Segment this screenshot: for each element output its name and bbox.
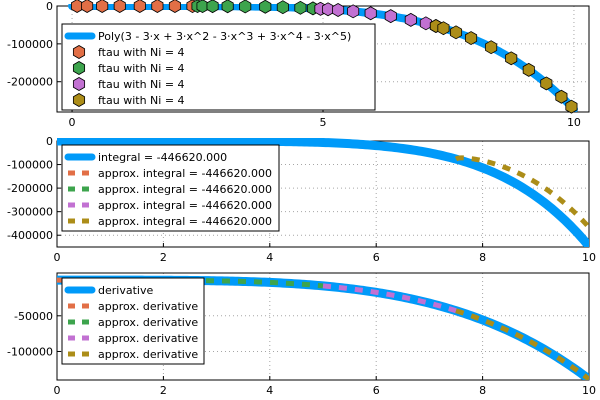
legend-label: approx. derivative xyxy=(98,332,198,345)
x-tick-label: 5 xyxy=(320,116,327,129)
data-point-4 xyxy=(465,31,478,46)
legend-label: Poly(3 - 3⋅x + 3⋅x^2 - 3⋅x^3 + 3⋅x^4 - 3… xyxy=(98,30,351,43)
data-point-4 xyxy=(555,89,568,104)
x-tick-label: 0 xyxy=(54,384,61,397)
legend-marker xyxy=(72,61,86,75)
y-tick-label: 0 xyxy=(46,0,53,13)
y-tick-label: -300000 xyxy=(7,206,53,219)
data-point-3 xyxy=(321,2,335,17)
legend-label: approx. derivative xyxy=(98,300,198,313)
x-tick-label: 2 xyxy=(160,384,167,397)
x-tick-label: 4 xyxy=(266,251,273,264)
data-point-2 xyxy=(276,0,289,15)
legend-label: integral = -446620.000 xyxy=(98,151,227,164)
legend-marker xyxy=(72,93,86,107)
y-tick-label: -200000 xyxy=(7,182,53,195)
legend-label: ftau with Ni = 4 xyxy=(98,62,185,75)
x-tick-label: 0 xyxy=(54,251,61,264)
legend-label: derivative xyxy=(98,284,153,297)
data-point-4 xyxy=(522,62,535,77)
data-point-3 xyxy=(384,9,397,24)
legend-label: approx. integral = -446620.000 xyxy=(98,215,272,228)
legend-label: approx. integral = -446620.000 xyxy=(98,167,272,180)
data-point-3 xyxy=(364,6,377,21)
axes-frame xyxy=(56,272,590,381)
x-tick-label: 0 xyxy=(69,116,76,129)
data-point-2 xyxy=(294,0,307,15)
series-approx-line-2 xyxy=(189,277,324,289)
legend-label: approx. integral = -446620.000 xyxy=(98,199,272,212)
x-tick-label: 8 xyxy=(479,251,486,264)
data-point-1 xyxy=(151,0,164,13)
chart-3: 0 2 4 6 8 10 -50000 -100000 derivative approx. de… xyxy=(7,272,596,397)
x-tick-label: 10 xyxy=(567,116,581,129)
data-point-4 xyxy=(437,21,450,36)
legend-marker xyxy=(72,45,86,59)
legend-marker xyxy=(72,77,86,91)
data-point-2 xyxy=(239,0,252,14)
chart-2: 0 2 4 6 8 10 0 -100000 -200000 -300000 -400000 inte… xyxy=(7,135,596,264)
series-main-line xyxy=(57,138,589,247)
data-point-1 xyxy=(133,0,146,13)
legend-label: approx. integral = -446620.000 xyxy=(98,183,272,196)
x-tick-label: 8 xyxy=(479,384,486,397)
y-tick-label: -50000 xyxy=(14,310,53,323)
data-point-1 xyxy=(71,0,84,13)
x-tick-label: 2 xyxy=(160,251,167,264)
x-tick-label: 10 xyxy=(582,384,596,397)
series-approx-line-3 xyxy=(322,283,457,314)
legend-label: ftau with Ni = 4 xyxy=(98,46,185,59)
data-point-1 xyxy=(81,0,94,13)
data-point-4 xyxy=(505,51,518,66)
data-point-2 xyxy=(206,0,219,14)
data-point-1 xyxy=(96,0,109,13)
data-point-1 xyxy=(168,0,181,13)
data-point-4 xyxy=(449,25,463,40)
y-tick-label: -100000 xyxy=(7,345,53,358)
legend-label: approx. derivative xyxy=(98,348,198,361)
data-point-4 xyxy=(565,99,578,114)
data-point-3 xyxy=(347,4,360,19)
data-point-4 xyxy=(540,76,553,91)
data-point-3 xyxy=(332,3,345,17)
y-tick-label: -400000 xyxy=(7,229,53,242)
series-approx-line-4 xyxy=(454,155,589,230)
data-point-4 xyxy=(485,40,498,55)
legend-label: ftau with Ni = 4 xyxy=(98,94,185,107)
y-tick-label: -200000 xyxy=(7,76,53,89)
x-tick-label: 10 xyxy=(582,251,596,264)
legend-label: ftau with Ni = 4 xyxy=(98,78,185,91)
y-tick-label: 0 xyxy=(46,135,53,148)
x-tick-label: 6 xyxy=(373,384,380,397)
legend-box xyxy=(61,144,280,232)
y-tick-label: -100000 xyxy=(7,159,53,172)
chart-1: 0 5 10 0 -100000 -200000 Poly(3 - 3⋅x + 3⋅x^2 … xyxy=(7,0,590,129)
plot-area xyxy=(57,138,589,247)
data-point-3 xyxy=(404,12,417,27)
series-approx-line-4 xyxy=(455,308,589,380)
data-point-3 xyxy=(419,16,432,31)
data-point-1 xyxy=(113,0,126,13)
y-tick-label: -100000 xyxy=(7,38,53,51)
data-point-2 xyxy=(259,0,272,14)
legend-box xyxy=(61,23,376,111)
legend-label: approx. derivative xyxy=(98,316,198,329)
data-point-2 xyxy=(221,0,234,14)
x-tick-label: 4 xyxy=(266,384,273,397)
x-tick-label: 6 xyxy=(373,251,380,264)
data-point-2 xyxy=(196,0,209,14)
